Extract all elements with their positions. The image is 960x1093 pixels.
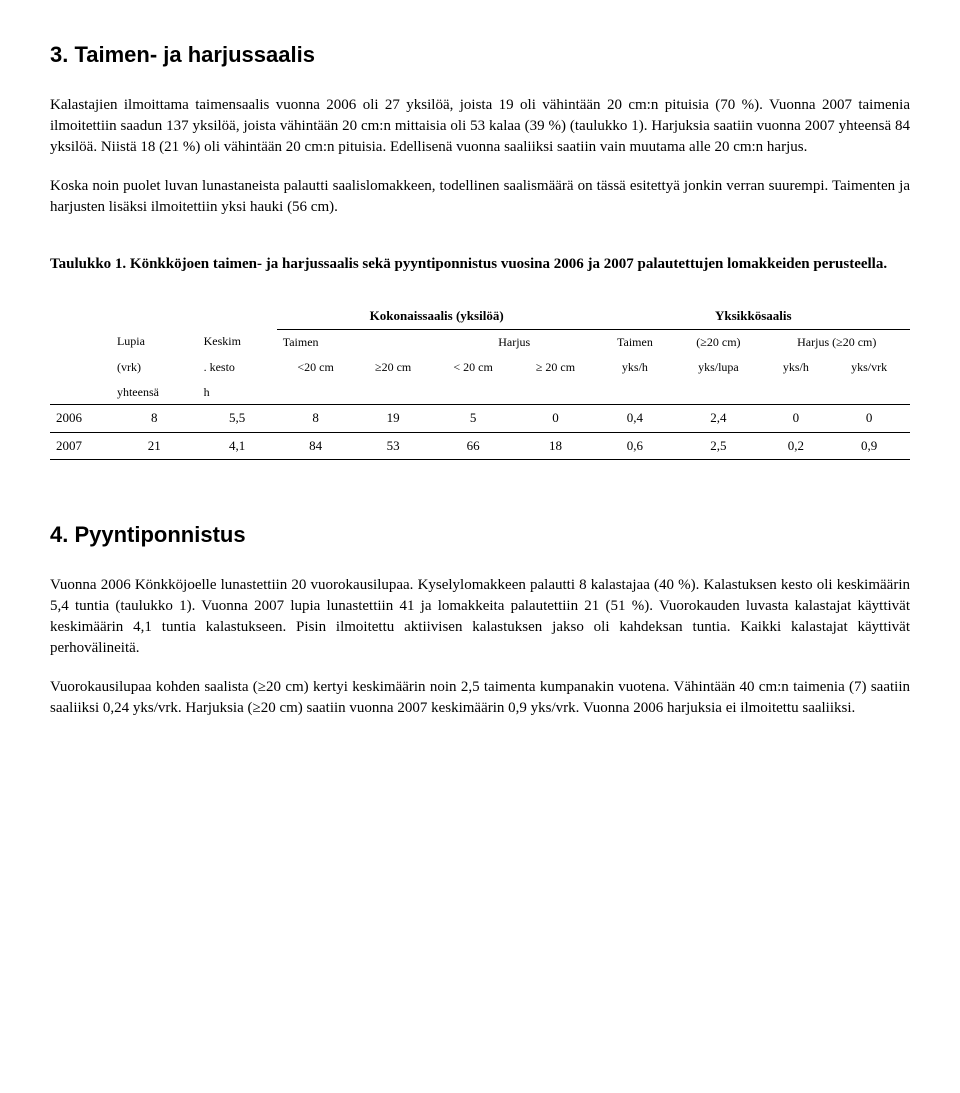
col-harjus-ge: ≥ 20 cm	[514, 355, 596, 380]
col-taimen-lt: <20 cm	[277, 355, 355, 380]
section-3-paragraph-1: Kalastajien ilmoittama taimensaalis vuon…	[50, 95, 910, 158]
section-4-heading: 4. Pyyntiponnistus	[50, 520, 910, 551]
cell-taimen-lt: 8	[277, 405, 355, 432]
col-ytaimen-1b: (≥20 cm)	[673, 329, 763, 354]
cell-yh-vrk: 0	[828, 405, 910, 432]
cell-yt-lupa: 2,5	[673, 432, 763, 459]
cell-yt-h: 0,6	[597, 432, 674, 459]
cell-lupia: 8	[111, 405, 198, 432]
cell-yh-vrk: 0,9	[828, 432, 910, 459]
section-4-paragraph-2: Vuorokausilupaa kohden saalista (≥20 cm)…	[50, 677, 910, 719]
cell-harjus-ge: 0	[514, 405, 596, 432]
col-lupia-1: Lupia	[111, 329, 198, 354]
col-harjus: Harjus	[432, 329, 597, 354]
col-keskim-2: . kesto	[198, 355, 277, 380]
col-yharjus-2: yks/h	[764, 355, 829, 380]
cell-taimen-ge: 19	[354, 405, 431, 432]
table-row: 2006 8 5,5 8 19 5 0 0,4 2,4 0 0	[50, 405, 910, 432]
col-taimen-ge: ≥20 cm	[354, 355, 431, 380]
table-1-caption: Taulukko 1. Könkköjoen taimen- ja harjus…	[50, 254, 910, 275]
col-taimen: Taimen	[277, 329, 432, 354]
section-3-heading: 3. Taimen- ja harjussaalis	[50, 40, 910, 71]
col-group-kokonaissaalis: Kokonaissaalis (yksilöä)	[277, 303, 597, 330]
col-ytaimen-3: yks/lupa	[673, 355, 763, 380]
col-lupia-2: (vrk)	[111, 355, 198, 380]
cell-harjus-lt: 5	[432, 405, 515, 432]
col-harjus-lt: < 20 cm	[432, 355, 515, 380]
col-group-yksikkosaalis: Yksikkösaalis	[597, 303, 910, 330]
table-row: 2007 21 4,1 84 53 66 18 0,6 2,5 0,2 0,9	[50, 432, 910, 459]
section-3-paragraph-2: Koska noin puolet luvan lunastaneista pa…	[50, 176, 910, 218]
cell-yt-h: 0,4	[597, 405, 674, 432]
col-lupia-3: yhteensä	[111, 380, 198, 405]
table-1: Kokonaissaalis (yksilöä) Yksikkösaalis L…	[50, 303, 910, 460]
cell-harjus-ge: 18	[514, 432, 596, 459]
cell-yt-lupa: 2,4	[673, 405, 763, 432]
col-yharjus-1: Harjus (≥20 cm)	[764, 329, 910, 354]
col-ytaimen-2: yks/h	[597, 355, 674, 380]
col-keskim-1: Keskim	[198, 329, 277, 354]
cell-kesto: 4,1	[198, 432, 277, 459]
cell-year: 2006	[50, 405, 111, 432]
cell-harjus-lt: 66	[432, 432, 515, 459]
col-ytaimen-1: Taimen	[597, 329, 674, 354]
cell-kesto: 5,5	[198, 405, 277, 432]
col-yharjus-3: yks/vrk	[828, 355, 910, 380]
cell-yh-h: 0	[764, 405, 829, 432]
cell-year: 2007	[50, 432, 111, 459]
cell-lupia: 21	[111, 432, 198, 459]
cell-yh-h: 0,2	[764, 432, 829, 459]
cell-taimen-lt: 84	[277, 432, 355, 459]
cell-taimen-ge: 53	[354, 432, 431, 459]
section-4-paragraph-1: Vuonna 2006 Könkköjoelle lunastettiin 20…	[50, 575, 910, 659]
col-keskim-3: h	[198, 380, 277, 405]
